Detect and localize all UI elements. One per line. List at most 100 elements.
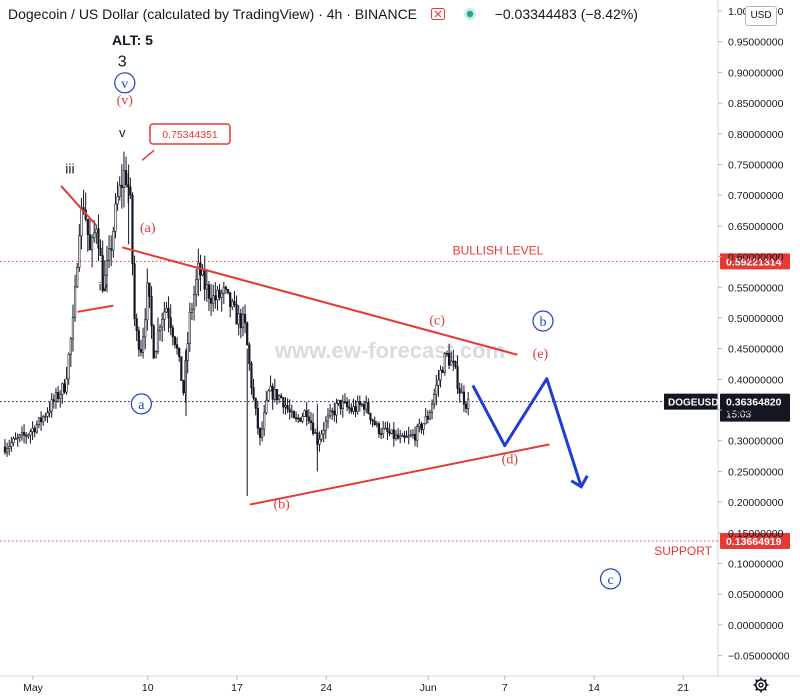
- candle-body: [237, 313, 240, 325]
- x-tick-label: 17: [231, 682, 243, 694]
- level-price-label: 0.13664919: [726, 536, 782, 548]
- candle-body: [301, 416, 304, 422]
- candle-body: [409, 434, 412, 437]
- candle-body: [352, 406, 355, 412]
- candle-body: [394, 434, 398, 439]
- candle-body: [256, 407, 259, 429]
- y-tick-label: 0.90000000: [728, 67, 784, 79]
- candle-body: [420, 423, 423, 430]
- candle-body: [195, 279, 198, 295]
- level-price-tag: [720, 533, 790, 550]
- candle-body: [428, 412, 432, 420]
- candle-body: [76, 267, 79, 288]
- wave-label-black: iii: [65, 161, 74, 177]
- candle-body: [445, 353, 449, 355]
- candle-body: [252, 387, 255, 399]
- candle-body: [345, 401, 349, 408]
- candle-body: [214, 295, 217, 301]
- candle-body: [341, 401, 344, 410]
- level-price-label: 0.59221314: [726, 256, 782, 268]
- candle-body: [33, 427, 36, 433]
- candle-body: [456, 366, 459, 389]
- y-tick-label: 0.60000000: [728, 252, 784, 264]
- candle-body: [350, 408, 353, 412]
- symbol-tag-label: DOGEUSD: [668, 398, 719, 409]
- wave-label: (a): [140, 221, 156, 236]
- y-tick-label: 0.25000000: [728, 466, 784, 478]
- y-tick-label: 0.55000000: [728, 282, 784, 294]
- candle-body: [220, 292, 223, 298]
- candle-body: [205, 284, 208, 290]
- trendlines: 0.75344351: [60, 123, 589, 506]
- candle-body: [101, 255, 104, 292]
- gear-icon[interactable]: [752, 676, 770, 694]
- candle-body: [209, 298, 213, 304]
- candle-body: [65, 378, 68, 393]
- candle-body: [224, 286, 228, 290]
- candle-body: [265, 399, 268, 414]
- candle-body: [462, 391, 466, 405]
- y-tick-label: 0.70000000: [728, 190, 784, 202]
- flag-icon[interactable]: [430, 8, 445, 20]
- candle-body: [188, 312, 191, 344]
- candle-body: [20, 432, 24, 436]
- level-price-tag: [720, 393, 790, 422]
- currency-badge[interactable]: USD: [745, 6, 777, 26]
- candle-body: [29, 431, 32, 436]
- candle-body: [144, 319, 147, 338]
- candle-body: [152, 325, 155, 359]
- candle-body: [212, 295, 215, 304]
- candle-body: [8, 446, 11, 450]
- x-tick-label: 21: [677, 682, 689, 694]
- candle-body: [424, 416, 427, 425]
- candle-body: [377, 423, 381, 435]
- candle-body: [360, 403, 364, 406]
- time-axis: May 10 17 24 Jun 7 14 21: [0, 675, 800, 694]
- candle-body: [314, 432, 317, 435]
- candle-body: [229, 292, 232, 308]
- candle-body: [105, 260, 109, 276]
- candle-body: [339, 399, 342, 410]
- candle-body: [307, 416, 310, 422]
- y-tick-label: 0.50000000: [728, 313, 784, 325]
- y-tick-label: 0.20000000: [728, 497, 784, 509]
- candle-body: [454, 361, 457, 368]
- candle-body: [375, 423, 378, 425]
- candle-body: [88, 234, 92, 251]
- wave-circle-label: v: [121, 77, 128, 92]
- candle-body: [320, 433, 323, 440]
- candle-body: [139, 349, 143, 353]
- candle-body: [150, 296, 153, 327]
- candle-body: [173, 336, 177, 345]
- candle-body: [328, 410, 332, 417]
- candle-body: [305, 410, 308, 418]
- candle-body: [435, 384, 438, 395]
- candle-body: [452, 360, 455, 363]
- symbol-tag: [664, 393, 718, 410]
- candle-body: [95, 228, 98, 234]
- candle-body: [163, 311, 166, 320]
- candle-body: [273, 389, 276, 400]
- peak-callout-label: 0.75344351: [162, 129, 218, 141]
- candle-body: [413, 434, 417, 441]
- level-name: BULLISH LEVEL: [453, 243, 544, 257]
- candle-body: [231, 301, 234, 308]
- candle-body: [5, 448, 9, 453]
- wave-label: (b): [273, 497, 290, 512]
- y-tick-label: 0.00000000: [728, 620, 784, 632]
- candle-body: [3, 446, 7, 453]
- candle-body: [299, 417, 302, 422]
- candle-body: [362, 403, 366, 410]
- candle-body: [78, 235, 81, 268]
- candle-body: [450, 360, 453, 366]
- candle-body: [311, 422, 315, 435]
- watermark: www.ew-forecast.com: [274, 338, 505, 363]
- candle-body: [107, 248, 111, 261]
- level-price-label: 0.36364820: [726, 397, 782, 409]
- price-axis: 1.000000000.950000000.900000000.85000000…: [717, 0, 790, 676]
- candle-body: [207, 284, 211, 299]
- wave-label: (e): [533, 347, 549, 362]
- candle-body: [384, 427, 387, 430]
